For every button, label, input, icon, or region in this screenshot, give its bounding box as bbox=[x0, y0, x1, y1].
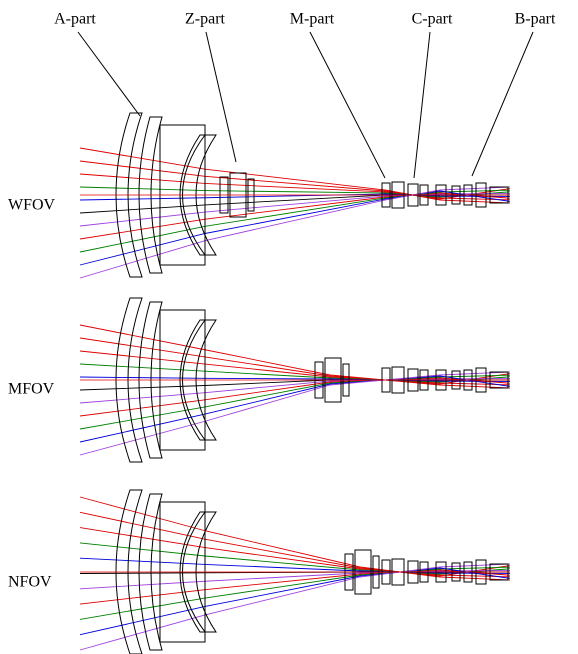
part-label: C-part bbox=[412, 11, 453, 28]
leader-lines bbox=[78, 32, 533, 178]
leader-line bbox=[472, 32, 533, 176]
configuration-labels: WFOV MFOV NFOV bbox=[8, 197, 56, 591]
leader-line bbox=[310, 32, 385, 178]
config-label: NFOV bbox=[8, 574, 52, 591]
optical-layout: A-part Z-part M-part C-part B-part WFOV … bbox=[0, 0, 578, 654]
config-label: WFOV bbox=[8, 197, 56, 214]
leader-line bbox=[78, 32, 140, 116]
config-label: MFOV bbox=[8, 381, 55, 398]
leader-line bbox=[206, 32, 236, 162]
leader-line bbox=[414, 32, 430, 178]
part-label: A-part bbox=[54, 11, 96, 28]
part-label: B-part bbox=[515, 11, 556, 28]
part-labels: A-part Z-part M-part C-part B-part bbox=[54, 11, 556, 28]
part-label: M-part bbox=[290, 11, 335, 28]
part-label: Z-part bbox=[185, 11, 226, 28]
